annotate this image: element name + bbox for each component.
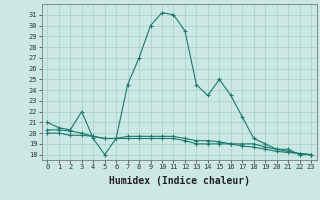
X-axis label: Humidex (Indice chaleur): Humidex (Indice chaleur) xyxy=(109,176,250,186)
